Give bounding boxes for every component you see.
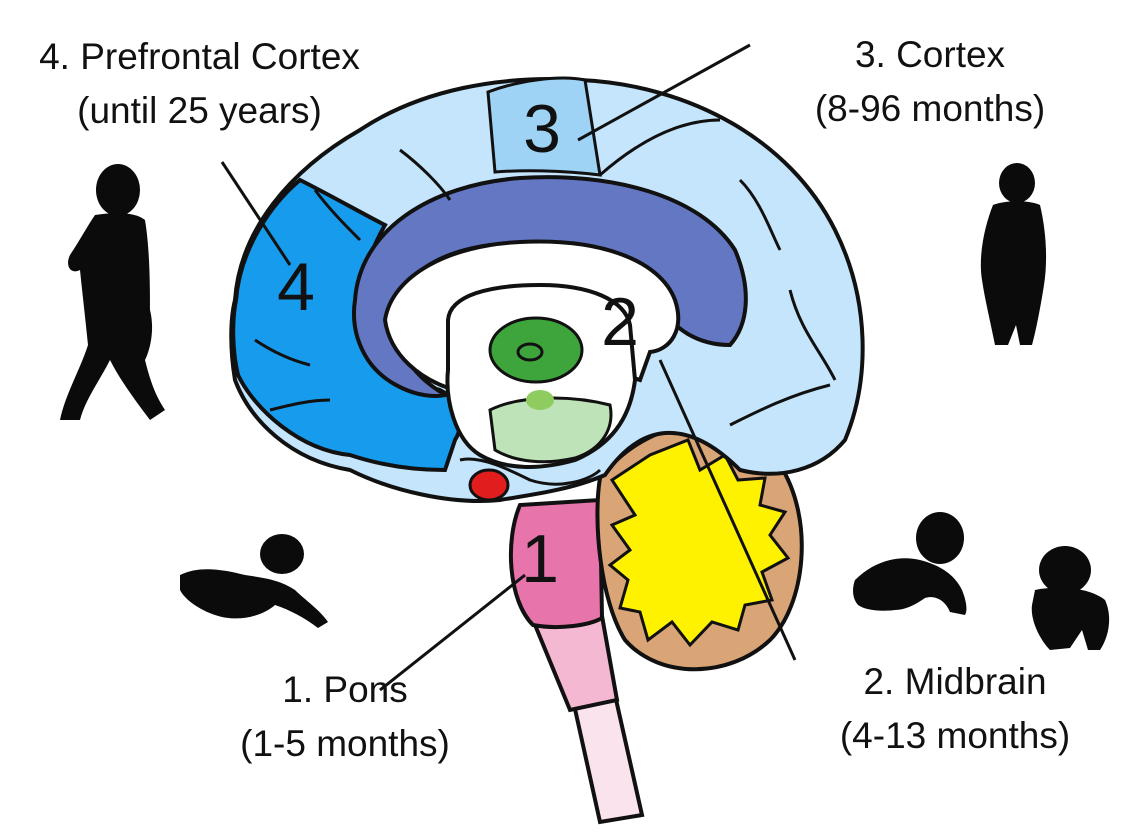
spinal-cord [570, 692, 645, 825]
cortex-age: (8-96 months) [814, 88, 1046, 129]
leader-lines [220, 43, 797, 692]
cortex-name: 3. Cortex [854, 34, 1006, 75]
leader-line-4 [220, 161, 292, 266]
cortex-label: 3. Cortex (8-96 months) [770, 28, 1090, 136]
crawling-baby-silhouette-icon [853, 512, 967, 615]
cortex-region [486, 76, 602, 177]
region-number-2: 2 [601, 284, 639, 360]
walking-child-silhouette-icon [60, 164, 165, 420]
arbor-vitae [607, 438, 791, 648]
leader-line-3 [577, 43, 751, 142]
pineal-green [526, 390, 554, 410]
amygdala [468, 468, 510, 502]
sitting-baby-silhouette-icon [1031, 546, 1110, 650]
fornix [459, 457, 602, 486]
pons-age: (1-5 months) [240, 723, 450, 764]
prefrontal-cortex-label: 4. Prefrontal Cortex (until 25 years) [12, 30, 387, 138]
thalamus-center [516, 342, 544, 362]
pons [508, 497, 605, 629]
pons-name: 1. Pons [282, 669, 408, 710]
standing-toddler-silhouette-icon [980, 163, 1047, 345]
midbrain-age: (4-13 months) [839, 715, 1071, 756]
lying-baby-silhouette-icon [180, 534, 328, 628]
leader-line-2 [658, 359, 797, 661]
pons-label: 1. Pons (1-5 months) [190, 663, 500, 771]
region-number-4: 4 [277, 249, 315, 325]
sulci [254, 118, 837, 427]
region-number-1: 1 [521, 521, 559, 597]
medulla [530, 613, 620, 713]
thalamus [488, 316, 584, 384]
prefrontal-cortex-name: 4. Prefrontal Cortex [39, 36, 360, 77]
leader-line-1 [379, 573, 526, 692]
midbrain-label: 2. Midbrain (4-13 months) [800, 655, 1110, 763]
midbrain-name: 2. Midbrain [863, 661, 1047, 702]
prefrontal-cortex-age: (until 25 years) [77, 90, 322, 131]
region-number-3: 3 [523, 91, 561, 167]
